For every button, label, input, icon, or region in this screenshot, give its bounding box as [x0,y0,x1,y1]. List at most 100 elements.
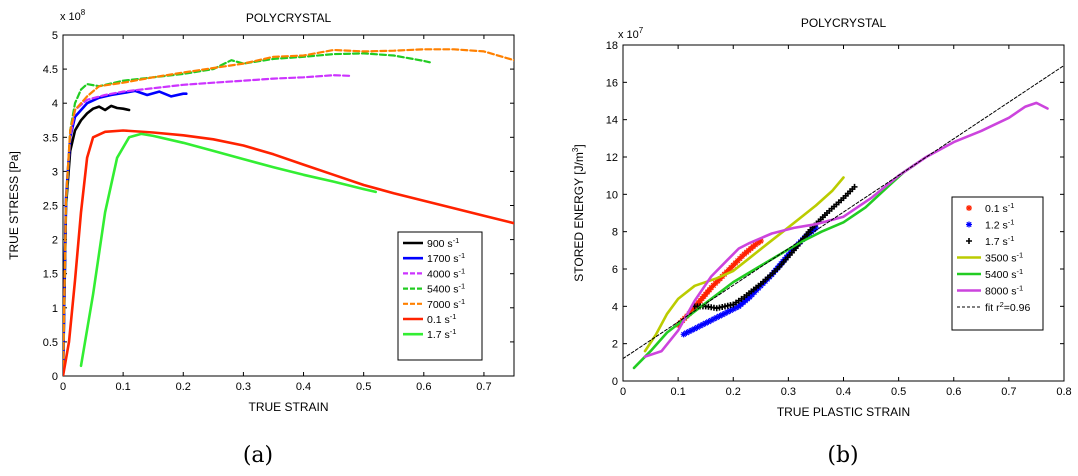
data-point [691,325,698,332]
data-point [708,284,715,291]
y-tick-label: 2.5 [43,201,58,213]
y-axis-label: STORED ENERGY [J/m3] [571,144,586,281]
x-tick-label: 0.7 [476,381,491,393]
panel-caption: (b) [827,443,858,468]
data-point [683,329,690,336]
legend-label: 1.2 s-1 [985,218,1014,232]
data-point [710,315,717,322]
legend-label: 1.7 s-1 [427,327,456,341]
series-a-6-line [79,132,377,368]
data-point [739,253,746,260]
chart-panel-b: 0 0.1 0.2 0.3 0.4 0.5 0.6 0.7 0.8 0 2 4 6 8 10 12 14 16 18… [571,16,1072,468]
y-tick-label: 12 [606,152,618,164]
data-point [712,280,719,287]
y-tick-label: 18 [606,40,618,52]
data-point [724,308,731,315]
x-tick-label: 0.4 [836,386,851,398]
series-b-5-line [643,101,1049,358]
y-tick-label: 3 [52,166,58,178]
y-tick-label: 5 [52,30,58,42]
y-tick-label: 0 [52,371,58,383]
series-a-4-line [63,48,514,376]
y-tick-label: 4 [52,98,58,110]
y-tick-label: 8 [612,227,618,239]
series-b-3-line [643,176,845,353]
chart-title: POLYCRYSTAL [246,11,332,25]
data-point [680,331,687,338]
data-point [755,239,762,246]
data-point [727,307,734,314]
data-point [812,224,819,231]
x-tick-label: 0.3 [236,381,251,393]
x-tick-label: 0 [60,381,66,393]
data-point [721,310,728,317]
y-tick-label: 1.5 [43,269,58,281]
data-point [697,322,704,329]
data-point [732,260,739,267]
series-b-6-line [623,65,1064,360]
x-tick-label: 0 [620,386,626,398]
x-tick-label: 0.4 [296,381,311,393]
y-multiplier: x 108 [60,8,86,23]
data-point [686,328,693,335]
y-tick-label: 4.5 [43,64,58,76]
y-tick-label: 2 [612,339,618,351]
y-tick-label: 16 [606,77,618,89]
y-tick-label: 3.5 [43,132,58,144]
data-point [713,314,720,321]
x-tick-label: 0.6 [416,381,431,393]
data-point [708,317,715,324]
y-tick-label: 1 [52,303,58,315]
legend-marker [966,221,972,228]
legend-label: 7000 s-1 [427,297,465,311]
y-tick-label: 6 [612,264,618,276]
legend-box [951,196,1044,331]
y-multiplier: x 107 [618,26,644,41]
legend-label: 1.7 s-1 [985,234,1014,248]
legend-label: 1700 s-1 [427,251,465,265]
y-tick-label: 0 [612,376,618,388]
data-point [734,257,741,264]
legend-label: fit r2=0.96 [985,300,1030,314]
chart-title: POLYCRYSTAL [801,16,887,30]
x-tick-label: 0.8 [1056,386,1071,398]
data-point [730,306,737,313]
legend-label: 5400 s-1 [985,267,1023,281]
series-a-0-line [63,104,131,376]
data-point [719,311,726,318]
data-point [736,255,743,262]
series-group [63,48,514,376]
x-tick-label: 0.3 [781,386,796,398]
legend-label: 4000 s-1 [427,266,465,280]
series-b-2-markers [691,183,858,312]
x-tick-label: 0.1 [670,386,685,398]
data-point [746,294,753,300]
data-point [705,318,712,325]
data-point [702,320,709,327]
legend-label: 900 s-1 [427,236,459,250]
series-group [623,65,1064,370]
data-point [694,324,701,331]
x-axis-label: TRUE PLASTIC STRAIN [777,405,910,419]
series-a-2-line [63,74,353,376]
legend-label: 3500 s-1 [985,251,1023,265]
x-tick-label: 0.5 [891,386,906,398]
y-tick-label: 14 [606,115,618,127]
x-tick-label: 0.5 [356,381,371,393]
data-point [728,264,735,271]
legend: 0.1 s-1 1.2 s-1 1.7 s-1 3500 s-1 5400 s-1 800… [951,196,1044,331]
legend-box [397,231,483,361]
legend-marker [966,205,972,211]
legend-label: 0.1 s-1 [427,312,456,326]
data-point [748,291,755,298]
y-tick-label: 10 [606,189,618,201]
x-tick-label: 0.7 [1001,386,1016,398]
y-axis-label: TRUE STRESS [Pa] [7,151,21,260]
data-point [716,313,723,320]
data-point [725,266,732,273]
legend-label: 0.1 s-1 [985,201,1014,215]
data-point [688,327,695,334]
data-point [733,304,740,311]
